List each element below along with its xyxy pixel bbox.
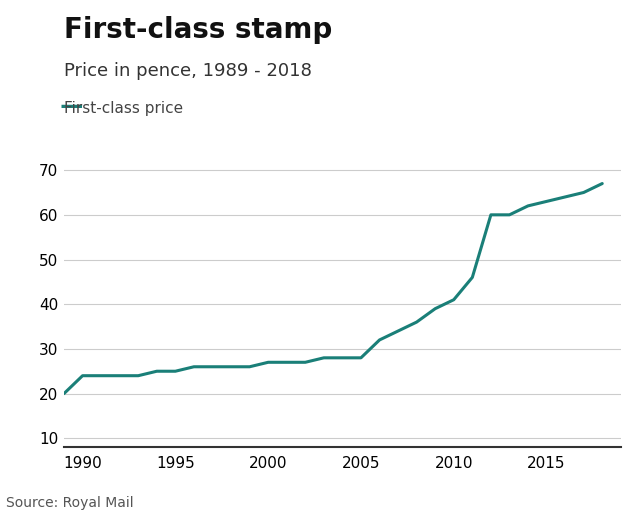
Text: BBC: BBC [565,496,600,511]
Text: First-class stamp: First-class stamp [64,16,332,44]
Text: Price in pence, 1989 - 2018: Price in pence, 1989 - 2018 [64,62,312,81]
Text: Source: Royal Mail: Source: Royal Mail [6,496,134,510]
Text: First-class price: First-class price [64,101,183,116]
